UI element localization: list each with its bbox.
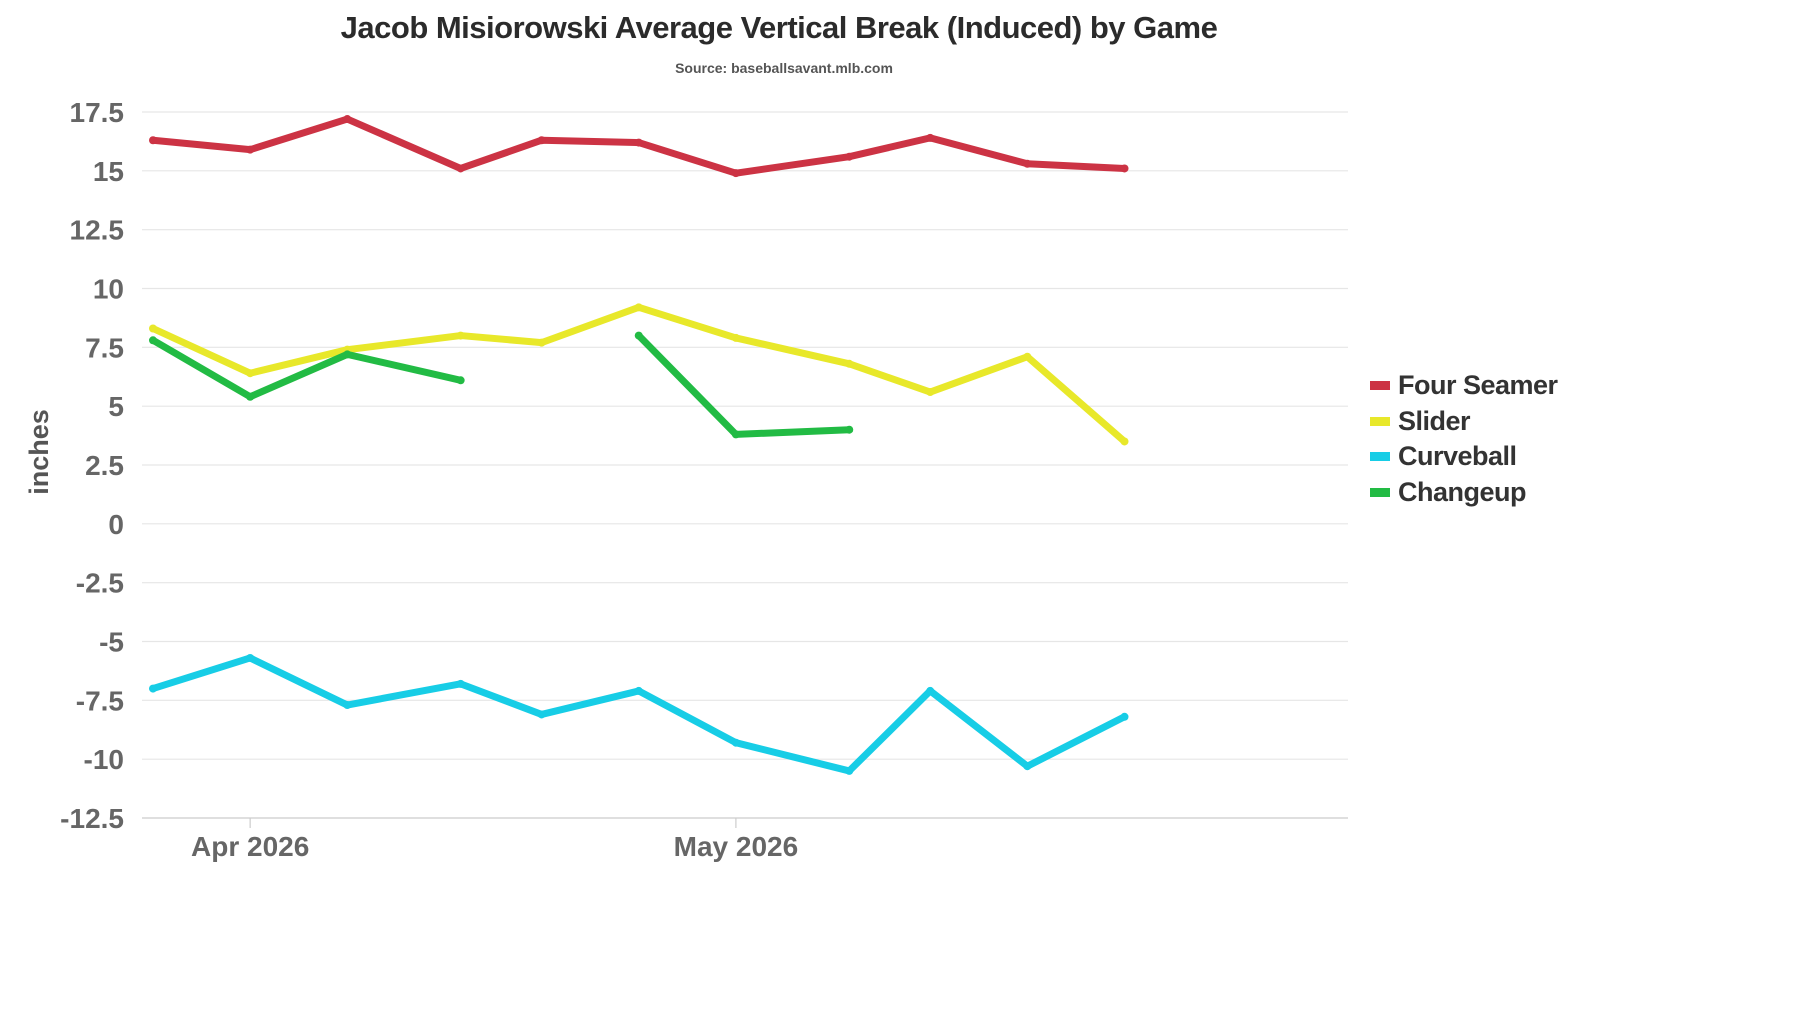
data-point-slider[interactable] [634,303,643,312]
y-tick-label: 15 [93,156,124,187]
data-point-four-seamer[interactable] [1120,164,1129,173]
legend: Four Seamer Slider Curveball Changeup [1370,368,1558,510]
legend-item-changeup[interactable]: Changeup [1370,475,1558,511]
y-tick-label: 0 [108,509,124,540]
y-tick-label: 5 [108,391,124,422]
series-four-seamer [149,115,1129,178]
data-point-slider[interactable] [1023,352,1032,361]
data-point-curveball[interactable] [731,738,740,747]
data-point-changeup[interactable] [845,425,854,434]
data-point-curveball[interactable] [634,686,643,695]
series-lines [149,115,1129,775]
legend-label: Changeup [1398,476,1527,507]
chart-title: Jacob Misiorowski Average Vertical Break… [340,10,1218,45]
series-changeup [149,331,854,439]
data-point-four-seamer[interactable] [731,169,740,178]
legend-label: Four Seamer [1398,370,1558,401]
data-point-curveball[interactable] [926,686,935,695]
y-axis: 17.5 15 12.5 10 7.5 5 2.5 0 -2.5 -5 -7.5 -10 -12.5 [60,97,124,834]
series-line-curveball [151,654,1127,775]
y-tick-label: 7.5 [85,332,124,363]
series-line-changeup [636,333,850,438]
data-point-curveball[interactable] [246,653,255,662]
y-axis-label: inches [24,409,54,495]
y-tick-label: -12.5 [60,803,124,834]
data-point-changeup[interactable] [343,350,352,359]
legend-label: Curveball [1398,441,1517,472]
chart-subtitle: Source: baseballsavant.mlb.com [675,60,893,76]
data-point-four-seamer[interactable] [845,152,854,161]
data-point-curveball[interactable] [1023,762,1032,771]
y-tick-label: 17.5 [70,97,125,128]
data-point-curveball[interactable] [343,701,352,710]
data-point-four-seamer[interactable] [1023,159,1032,168]
legend-item-four-seamer[interactable]: Four Seamer [1370,368,1558,404]
legend-swatch [1370,487,1390,497]
data-point-four-seamer[interactable] [343,115,352,124]
data-point-curveball[interactable] [537,710,546,719]
legend-swatch [1370,452,1390,462]
gridlines [142,111,1348,819]
y-tick-label: 10 [93,274,124,305]
x-axis: Apr 2026 May 2026 [191,818,798,862]
y-tick-label: 12.5 [70,215,125,246]
data-point-four-seamer[interactable] [246,145,255,154]
legend-swatch [1370,381,1390,391]
data-point-four-seamer[interactable] [926,133,935,142]
data-point-four-seamer[interactable] [537,136,546,145]
y-tick-label: -10 [84,744,124,775]
data-point-changeup[interactable] [731,430,740,439]
data-point-slider[interactable] [537,338,546,347]
data-point-slider[interactable] [845,359,854,368]
data-point-slider[interactable] [246,369,255,378]
data-point-curveball[interactable] [1120,712,1129,721]
data-point-changeup[interactable] [634,331,643,340]
data-point-slider[interactable] [926,388,935,397]
data-point-curveball[interactable] [845,766,854,775]
y-tick-label: 2.5 [85,450,124,481]
x-tick-label: Apr 2026 [191,831,309,862]
series-line-changeup [151,337,462,401]
data-point-slider[interactable] [731,333,740,342]
data-point-slider[interactable] [1120,437,1129,446]
y-tick-label: -2.5 [76,568,124,599]
y-tick-label: -5 [99,627,124,658]
y-tick-label: -7.5 [76,685,124,716]
data-point-curveball[interactable] [149,684,157,693]
data-point-four-seamer[interactable] [634,138,643,147]
data-point-slider[interactable] [149,324,157,333]
data-point-four-seamer[interactable] [149,136,157,145]
x-tick-label: May 2026 [674,831,799,862]
data-point-curveball[interactable] [456,679,465,688]
series-slider [149,303,1129,446]
data-point-changeup[interactable] [246,392,255,401]
data-point-four-seamer[interactable] [456,164,465,173]
legend-item-curveball[interactable]: Curveball [1370,439,1558,475]
data-point-changeup[interactable] [149,336,157,345]
legend-swatch [1370,416,1390,426]
series-curveball [149,653,1129,775]
legend-label: Slider [1398,405,1471,436]
legend-item-slider[interactable]: Slider [1370,404,1558,440]
data-point-slider[interactable] [456,331,465,340]
data-point-changeup[interactable] [456,376,465,385]
